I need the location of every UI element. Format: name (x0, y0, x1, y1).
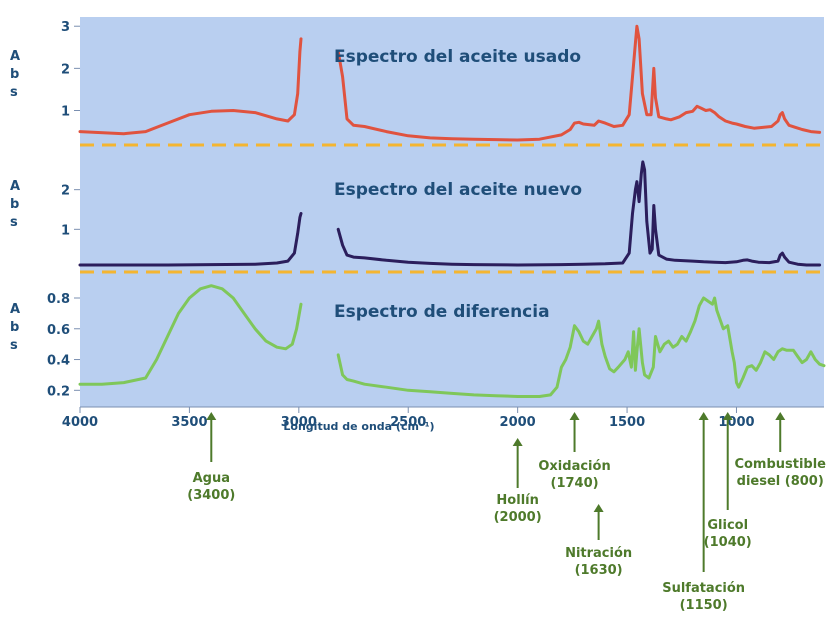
annotation-label: Nitración (565, 546, 632, 561)
y-label-letter: A (10, 302, 20, 317)
annotation-arrow-head (512, 438, 523, 446)
y-label-letter: b (10, 67, 19, 82)
annotation-arrow-head (206, 412, 217, 420)
annotation-arrow-head (698, 412, 709, 420)
y-label-letter: s (10, 338, 18, 353)
panel-separators (80, 143, 824, 274)
annotation-label: (1630) (575, 563, 623, 578)
y-label-letter: A (10, 49, 20, 64)
spectrum-line-new-segment-1 (78, 212, 303, 267)
y-tick-label: 0.8 (47, 292, 70, 307)
y-tick-label: 1 (61, 105, 70, 120)
y-tick-label: 3 (61, 20, 70, 35)
x-tick-label: 2500 (390, 415, 426, 430)
y-tick-label: 2 (61, 184, 70, 199)
plot-background (80, 17, 824, 407)
spectrum-line-used-segment-2 (336, 24, 822, 142)
annotation-arrow-head (775, 412, 786, 420)
annotation-label: (1040) (704, 535, 752, 550)
annotation-label: Sulfatación (662, 581, 745, 596)
annotation-label: diesel (800) (737, 474, 824, 489)
x-tick-label: 3500 (171, 415, 207, 430)
y-label-letter: s (10, 85, 18, 100)
x-tick-label: 2000 (500, 415, 536, 430)
annotation-arrow-head (569, 412, 580, 420)
annotation-2000: Hollín (2000) (494, 438, 542, 525)
y-tick-label: 0.2 (47, 384, 70, 399)
annotation-1740: Oxidación (1740) (538, 412, 611, 491)
annotation-label: (1740) (551, 476, 599, 491)
panel-used: Abs 3 2 1 Espectro del aceite usado (10, 20, 822, 142)
y-label-letter: b (10, 197, 19, 212)
spectrum-line-difference-segment-2 (336, 296, 826, 398)
spectrum-line-new-segment-2 (336, 160, 822, 267)
y-label-letter: s (10, 215, 18, 230)
spectrum-line-difference-segment-1 (78, 284, 303, 386)
panel-new: Abs 2 1 Espectro del aceite nuevo (10, 160, 822, 267)
x-tick-label: 3000 (281, 415, 317, 430)
annotation-label: (2000) (494, 510, 542, 525)
annotation-1630: Nitración (1630) (565, 504, 632, 578)
panel-title-new: Espectro del aceite nuevo (334, 180, 582, 200)
annotation-arrow-head (593, 504, 604, 512)
y-tick-label: 2 (61, 62, 70, 77)
x-axis-label: Longitud de onda (cm⁻¹) (283, 420, 434, 433)
annotation-label: Hollín (496, 493, 538, 508)
y-tick-label: 0.4 (47, 354, 70, 369)
annotation-800: Combustible diesel (800) (734, 412, 826, 489)
y-tick-label: 1 (61, 223, 70, 238)
annotation-label: Agua (193, 471, 230, 486)
annotation-1040: Glicol (1040) (704, 412, 752, 550)
y-tick-label: 0.6 (47, 323, 70, 338)
x-tick-label: 1500 (609, 415, 645, 430)
panel-title-used: Espectro del aceite usado (334, 47, 581, 67)
annotation-label: Glicol (707, 518, 748, 533)
annotation-arrow-head (722, 412, 733, 420)
x-tick-label: 1000 (718, 415, 754, 430)
x-tick-label: 4000 (62, 415, 98, 430)
annotation-label: (3400) (187, 488, 235, 503)
y-label-letter: A (10, 179, 20, 194)
annotation-label: Combustible (734, 457, 826, 472)
x-axis-ticks: 4000 3500 3000 2500 2000 1500 1000 (62, 407, 755, 430)
annotation-label: (1150) (680, 598, 728, 613)
band-annotations: Agua (3400) Hollín (2000) Oxidación (1740) Nit… (187, 412, 826, 613)
annotation-1150: Sulfatación (1150) (662, 412, 745, 613)
spectrum-line-used-segment-1 (78, 37, 303, 136)
annotation-3400: Agua (3400) (187, 412, 235, 503)
panel-difference: Abs 0.8 0.6 0.4 0.2 Espectro de diferencia (10, 284, 826, 399)
y-label-letter: b (10, 320, 19, 335)
panel-title-difference: Espectro de diferencia (334, 302, 550, 322)
annotation-label: Oxidación (538, 459, 610, 474)
